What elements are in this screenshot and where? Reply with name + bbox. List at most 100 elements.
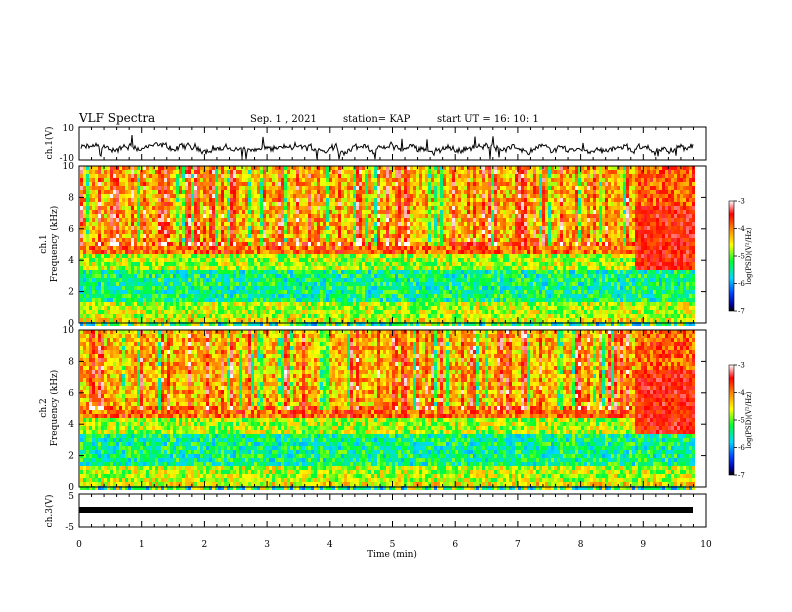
ch1-spectrogram-cell — [104, 294, 107, 298]
ch1-spectrogram-cell — [137, 310, 140, 314]
ch1-spectrogram-cell — [173, 254, 176, 258]
ch1-spectrogram-cell — [350, 174, 353, 178]
ch1-spectrogram-cell — [239, 174, 242, 178]
ch1-spectrogram-cell — [89, 178, 92, 182]
ch1-spectrogram-cell — [209, 170, 212, 174]
ch1-spectrogram-cell — [290, 194, 293, 198]
ch1-spectrogram-cell — [374, 190, 377, 194]
ch1-spectrogram-cell — [353, 190, 356, 194]
ch1-spectrogram-cell — [425, 238, 428, 242]
ch1-spectrogram-cell — [227, 222, 230, 226]
ch1-spectrogram-cell — [98, 186, 101, 190]
ch1-spectrogram-cell — [128, 274, 131, 278]
ch1-spectrogram-cell — [398, 318, 401, 322]
ch1-spectrogram-cell — [437, 166, 440, 170]
ch1-spectrogram-cell — [242, 270, 245, 274]
ch1-spectrogram-cell — [434, 230, 437, 234]
ch1-spectrogram-cell — [443, 270, 446, 274]
ch1-spectrogram-cell — [308, 222, 311, 226]
ch1-spectrogram-cell — [332, 282, 335, 286]
ch1-spectrogram-cell — [230, 166, 233, 170]
ch1-spectrogram-cell — [146, 322, 149, 326]
ch1-spectrogram-cell — [299, 170, 302, 174]
ch1-spectrogram-cell — [89, 278, 92, 282]
ch1-spectrogram-cell — [155, 174, 158, 178]
ch1-spectrogram-cell — [437, 250, 440, 254]
ch1-spectrogram-cell — [254, 250, 257, 254]
ch1-spectrogram-cell — [230, 214, 233, 218]
ch1-spectrogram-cell — [260, 314, 263, 318]
ch1-spectrogram-cell — [263, 182, 266, 186]
ch1-spectrogram-cell — [437, 210, 440, 214]
ch1-spectrogram-cell — [260, 182, 263, 186]
ch1-spectrogram-cell — [119, 246, 122, 250]
ch1-spectrogram-cell — [329, 218, 332, 222]
ch1-spectrogram-cell — [113, 178, 116, 182]
ch1-spectrogram-cell — [317, 230, 320, 234]
ch1-spectrogram-cell — [341, 290, 344, 294]
ch1-spectrogram-cell — [302, 242, 305, 246]
ch1-spectrogram-cell — [116, 214, 119, 218]
ch1-spectrogram-cell — [416, 314, 419, 318]
ch1-spectrogram-cell — [353, 274, 356, 278]
ch1-spectrogram-cell — [170, 262, 173, 266]
ch1-spectrogram-cell — [116, 222, 119, 226]
ch1-spectrogram-cell — [161, 214, 164, 218]
ch1-spectrogram-cell — [158, 278, 161, 282]
ch1-spectrogram-cell — [332, 254, 335, 258]
ch1-spectrogram-cell — [83, 222, 86, 226]
ch1-spectrogram-cell — [203, 226, 206, 230]
ch1-spectrogram-cell — [431, 278, 434, 282]
ch1-spectrogram-cell — [95, 302, 98, 306]
ch1-spectrogram-cell — [449, 206, 452, 210]
ch1-spectrogram-cell — [224, 218, 227, 222]
ch1-spectrogram-cell — [353, 282, 356, 286]
ch1-spectrogram-cell — [242, 214, 245, 218]
ch1-spectrogram-cell — [176, 290, 179, 294]
ch1-spectrogram-cell — [395, 190, 398, 194]
ch1-spectrogram-cell — [167, 182, 170, 186]
ch1-spectrogram-cell — [266, 290, 269, 294]
ch1-spectrogram-cell — [335, 206, 338, 210]
ch1-spectrogram-cell — [239, 218, 242, 222]
ch1-spectrogram-cell — [134, 166, 137, 170]
ch1-spectrogram-cell — [254, 202, 257, 206]
ch1-spectrogram-cell — [272, 282, 275, 286]
ch1-spectrogram-cell — [89, 294, 92, 298]
ch1-spectrogram-cell — [275, 182, 278, 186]
ch1-spectrogram-cell — [101, 198, 104, 202]
ch1-spectrogram-cell — [200, 302, 203, 306]
ch1-spectrogram-cell — [158, 194, 161, 198]
ch1-spectrogram-cell — [344, 266, 347, 270]
ch1-spectrogram-cell — [326, 286, 329, 290]
ch1-spectrogram-cell — [212, 170, 215, 174]
ch1-spectrogram-cell — [236, 206, 239, 210]
ch1-spectrogram-cell — [338, 206, 341, 210]
ch1-spectrogram-cell — [164, 270, 167, 274]
ch1-spectrogram-cell — [428, 194, 431, 198]
ch1-spectrogram-cell — [371, 186, 374, 190]
ch1-spectrogram-cell — [155, 238, 158, 242]
ch1-spectrogram-cell — [170, 170, 173, 174]
ch1-spectrogram-cell — [401, 214, 404, 218]
ch1-spectrogram-cell — [269, 266, 272, 270]
ch1-spectrogram-cell — [290, 186, 293, 190]
ch1-spectrogram-cell — [254, 226, 257, 230]
ch1-spectrogram-cell — [188, 314, 191, 318]
ch1-spectrogram-cell — [377, 282, 380, 286]
ch1-spectrogram-cell — [275, 294, 278, 298]
ch1-spectrogram-cell — [386, 250, 389, 254]
ch1-spectrogram-cell — [401, 266, 404, 270]
ch1-spectrogram-cell — [341, 194, 344, 198]
ch1-spectrogram-cell — [218, 218, 221, 222]
ch1-spectrogram-cell — [152, 202, 155, 206]
ch1-spectrogram-cell — [296, 230, 299, 234]
ch1-spectrogram-cell — [245, 250, 248, 254]
ch1-spectrogram-cell — [434, 234, 437, 238]
ch1-spectrogram-cell — [266, 206, 269, 210]
ch1-spectrogram-cell — [284, 310, 287, 314]
ch1-spectrogram-cell — [221, 234, 224, 238]
ch1-spectrogram-cell — [107, 182, 110, 186]
ch1-spectrogram-cell — [104, 278, 107, 282]
ch1-spectrogram-cell — [323, 230, 326, 234]
